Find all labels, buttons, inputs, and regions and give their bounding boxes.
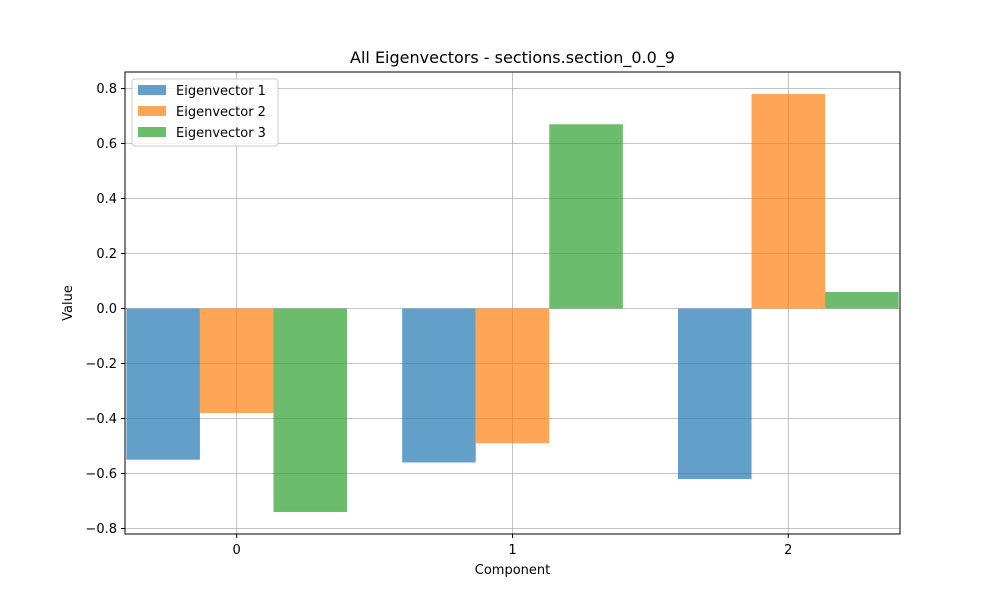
x-tick-label: 1 [508, 543, 516, 558]
bar-series-3-component-1 [549, 124, 623, 309]
y-tick-label: 0.8 [96, 82, 117, 97]
x-tick-label: 2 [784, 543, 792, 558]
bar-series-2-component-1 [475, 308, 550, 444]
bar-series-3-component-0 [273, 308, 348, 512]
y-tick-label: 0.4 [96, 192, 117, 207]
legend-swatch [138, 127, 166, 137]
y-tick-label: −0.2 [85, 357, 117, 372]
legend-label: Eigenvector 2 [176, 105, 266, 120]
x-axis-label: Component [475, 563, 550, 578]
legend-label: Eigenvector 1 [176, 84, 266, 99]
bar-series-1-component-0 [126, 308, 200, 460]
y-axis-label: Value [61, 285, 76, 321]
y-tick-label: 0.2 [96, 247, 117, 262]
bars [126, 94, 899, 512]
y-tick-label: −0.6 [85, 467, 117, 482]
legend-swatch [138, 85, 166, 95]
legend-swatch [138, 106, 166, 116]
x-tick-label: 0 [233, 543, 241, 558]
y-tick-label: −0.4 [85, 412, 117, 427]
y-tick-label: 0.6 [96, 137, 117, 152]
legend-label: Eigenvector 3 [176, 126, 266, 141]
bar-series-2-component-2 [751, 94, 826, 309]
legend: Eigenvector 1 Eigenvector 2 Eigenvector 3 [131, 78, 279, 147]
bar-series-3-component-2 [825, 292, 899, 309]
bar-series-2-component-0 [199, 308, 274, 413]
bar-series-1-component-1 [402, 308, 476, 463]
bar-series-1-component-2 [677, 308, 752, 479]
y-tick-label: 0.0 [96, 302, 117, 317]
y-tick-label: −0.8 [85, 522, 117, 537]
plot-frame [124, 71, 901, 535]
chart-title: All Eigenvectors - sections.section_0.0_… [350, 48, 675, 68]
legend-frame [131, 78, 279, 147]
ticks: 0.8 0.6 0.4 0.2 0.0 −0.2 −0.4 −0.6 −0.8 0 1 2 [85, 82, 792, 558]
